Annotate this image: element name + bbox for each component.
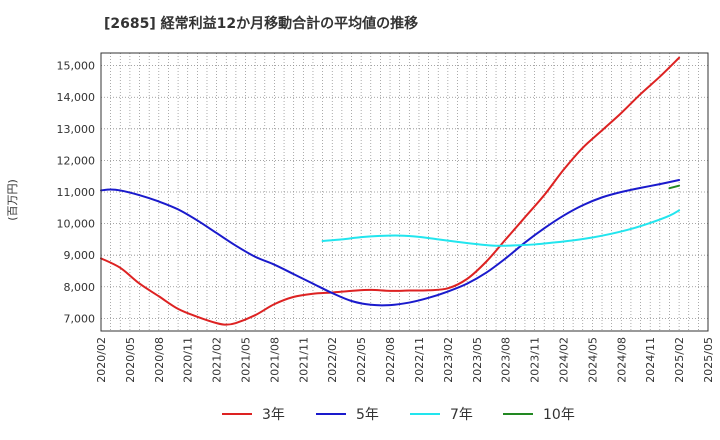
x-tick-label: 2021/02: [211, 337, 224, 383]
legend-label: 5年: [356, 407, 379, 423]
x-tick-label: 2020/11: [182, 337, 195, 383]
chart-title: [2685] 経常利益12か月移動合計の平均値の推移: [104, 15, 418, 32]
x-tick-label: 2024/08: [615, 337, 628, 383]
x-tick-label: 2023/08: [500, 337, 513, 383]
legend-label: 3年: [262, 407, 285, 423]
x-tick-label: 2023/11: [529, 337, 542, 383]
plot-border: [100, 52, 709, 332]
y-tick-label: 14,000: [57, 91, 96, 104]
series-line-1: [100, 179, 681, 307]
series-line-3: [668, 184, 681, 190]
x-tick-label: 2022/02: [326, 337, 339, 383]
grid: [101, 53, 708, 331]
series-line-0: [100, 56, 681, 326]
y-tick-label: 7,000: [64, 312, 96, 325]
series-lines: [100, 56, 681, 326]
x-tick-label: 2020/05: [124, 337, 137, 383]
x-tick-label: 2022/05: [355, 337, 368, 383]
x-tick-label: 2022/08: [384, 337, 397, 383]
y-tick-label: 9,000: [64, 249, 96, 262]
x-tick-label: 2025/02: [673, 337, 686, 383]
y-tick-label: 13,000: [57, 123, 96, 136]
x-tick-label: 2020/08: [153, 337, 166, 383]
series-line-2: [321, 209, 681, 247]
y-tick-label: 8,000: [64, 281, 96, 294]
legend-label: 10年: [543, 407, 575, 423]
y-tick-label: 10,000: [57, 218, 96, 231]
x-tick-label: 2024/05: [586, 337, 599, 383]
x-tick-label: 2020/02: [95, 337, 108, 383]
x-tick-label: 2024/11: [644, 337, 657, 383]
y-tick-label: 12,000: [57, 154, 96, 167]
y-tick-label: 11,000: [57, 186, 96, 199]
y-axis: 7,000 8,000 9,000 10,000 11,000 12,000 13,000 1…: [57, 60, 96, 326]
legend-label: 7年: [450, 407, 473, 423]
x-tick-label: 2021/05: [240, 337, 253, 383]
x-tick-label: 2022/11: [413, 337, 426, 383]
x-tick-label: 2024/02: [557, 337, 570, 383]
x-tick-label: 2021/08: [268, 337, 281, 383]
y-tick-label: 15,000: [57, 60, 96, 73]
x-tick-label: 2021/11: [297, 337, 310, 383]
legend: 3年 5年 7年 10年: [222, 407, 575, 423]
y-axis-label: (百万円): [6, 179, 19, 221]
x-tick-label: 2025/05: [702, 337, 715, 383]
x-tick-label: 2023/02: [442, 337, 455, 383]
x-axis: 2020/02 2020/05 2020/08 2020/11 2021/02 2021/…: [95, 337, 715, 383]
x-tick-label: 2023/05: [471, 337, 484, 383]
